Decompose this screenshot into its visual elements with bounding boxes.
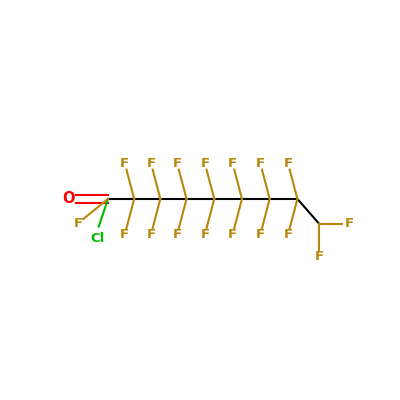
Text: F: F [200,157,209,170]
Text: F: F [74,217,83,230]
Text: F: F [344,217,353,230]
Text: F: F [200,228,209,241]
Text: F: F [284,228,292,241]
Text: F: F [120,157,129,170]
Text: O: O [63,192,75,206]
Text: F: F [172,228,182,241]
Text: Cl: Cl [90,232,104,245]
Text: F: F [228,228,237,241]
Text: F: F [256,228,265,241]
Text: F: F [228,157,237,170]
Text: F: F [284,157,292,170]
Text: F: F [256,157,265,170]
Text: F: F [172,157,182,170]
Text: F: F [146,228,156,241]
Text: F: F [314,250,324,263]
Text: F: F [146,157,156,170]
Text: F: F [120,228,129,241]
